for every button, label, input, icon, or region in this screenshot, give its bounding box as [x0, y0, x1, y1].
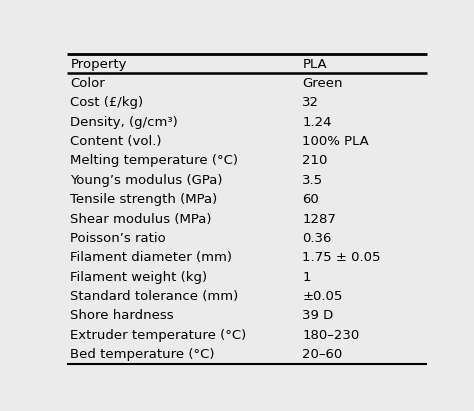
Text: Bed temperature (°C): Bed temperature (°C)	[70, 348, 215, 361]
Text: Poisson’s ratio: Poisson’s ratio	[70, 232, 166, 245]
Text: 32: 32	[302, 96, 319, 109]
Text: 0.36: 0.36	[302, 232, 332, 245]
Text: 1.75 ± 0.05: 1.75 ± 0.05	[302, 251, 381, 264]
Text: Standard tolerance (mm): Standard tolerance (mm)	[70, 290, 238, 303]
Text: Cost (£/kg): Cost (£/kg)	[70, 96, 144, 109]
Text: Shore hardness: Shore hardness	[70, 309, 174, 322]
Text: Property: Property	[70, 58, 127, 71]
Text: 1287: 1287	[302, 212, 336, 226]
Text: Extruder temperature (°C): Extruder temperature (°C)	[70, 329, 246, 342]
Text: ±0.05: ±0.05	[302, 290, 343, 303]
Text: Young’s modulus (GPa): Young’s modulus (GPa)	[70, 174, 223, 187]
Text: 60: 60	[302, 193, 319, 206]
Text: 3.5: 3.5	[302, 174, 324, 187]
Text: PLA: PLA	[302, 58, 327, 71]
Text: 20–60: 20–60	[302, 348, 343, 361]
Text: Content (vol.): Content (vol.)	[70, 135, 162, 148]
Text: Tensile strength (MPa): Tensile strength (MPa)	[70, 193, 218, 206]
Text: Shear modulus (MPa): Shear modulus (MPa)	[70, 212, 212, 226]
Text: Green: Green	[302, 77, 343, 90]
Text: 1.24: 1.24	[302, 116, 332, 129]
Text: 100% PLA: 100% PLA	[302, 135, 369, 148]
Text: Color: Color	[70, 77, 105, 90]
Text: 180–230: 180–230	[302, 329, 360, 342]
Text: Filament diameter (mm): Filament diameter (mm)	[70, 251, 232, 264]
Text: Filament weight (kg): Filament weight (kg)	[70, 270, 208, 284]
Text: Melting temperature (°C): Melting temperature (°C)	[70, 155, 238, 167]
Text: 39 D: 39 D	[302, 309, 334, 322]
Text: 210: 210	[302, 155, 328, 167]
Text: 1: 1	[302, 270, 311, 284]
Text: Density, (g/cm³): Density, (g/cm³)	[70, 116, 178, 129]
